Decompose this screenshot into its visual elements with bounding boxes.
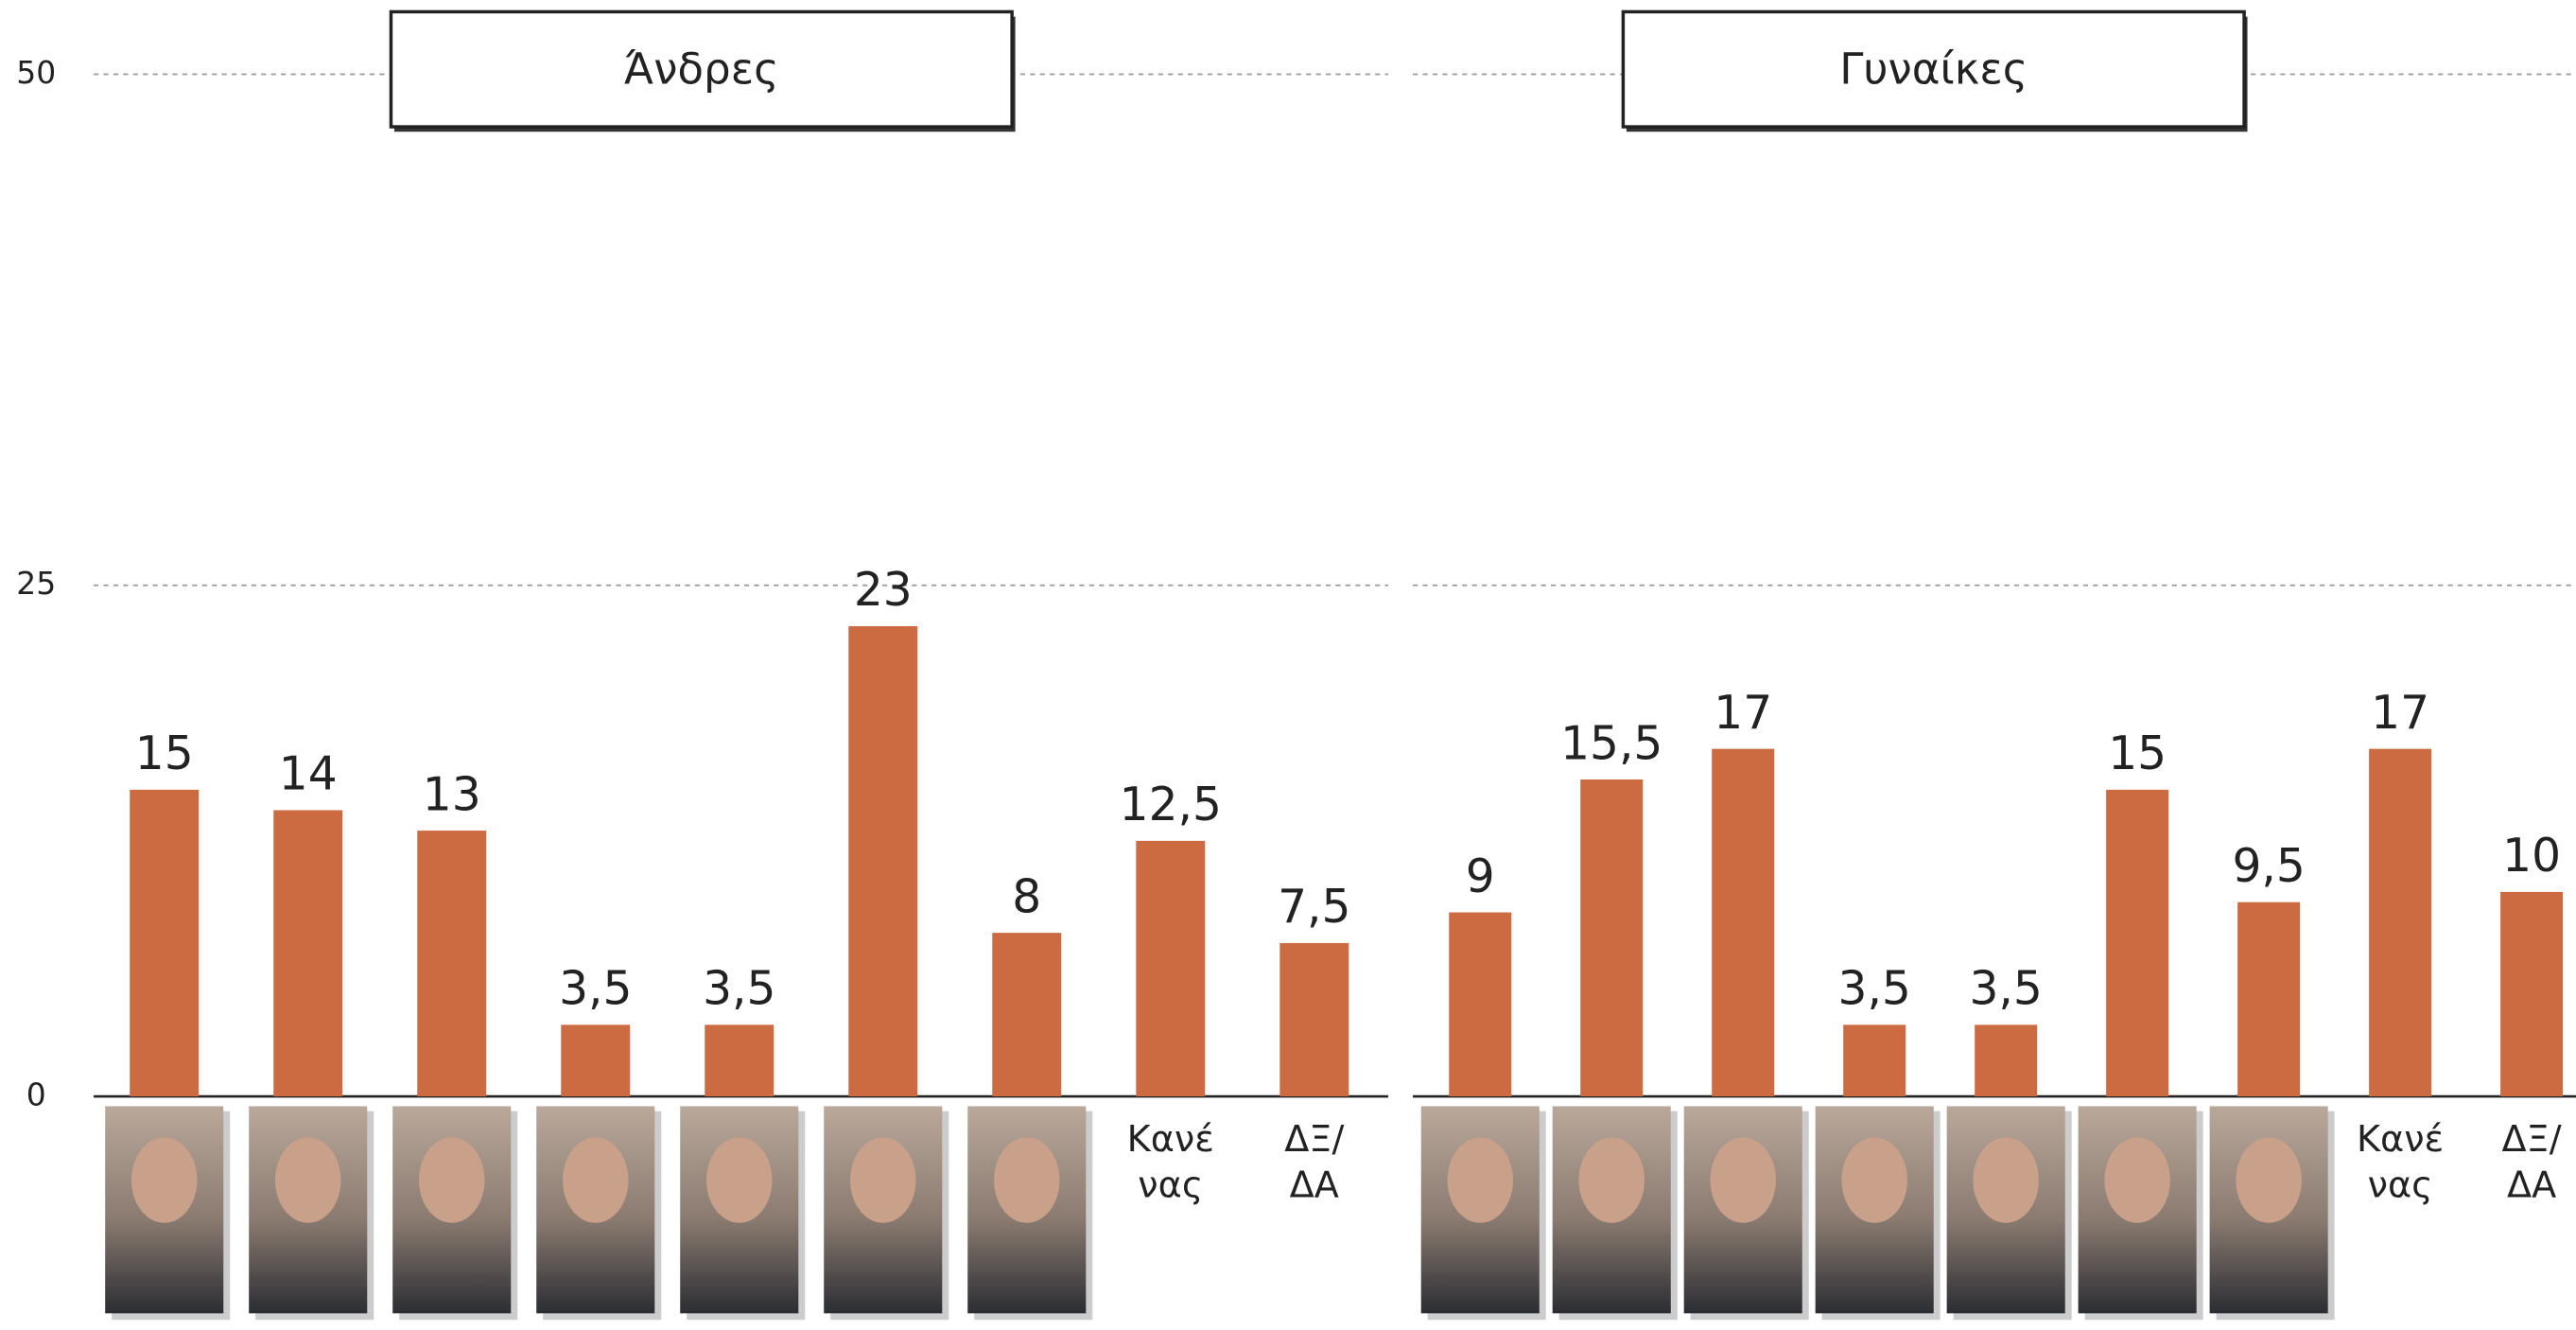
photo-face [1578,1137,1644,1222]
value-label: 10 [2502,830,2561,883]
photo-face [563,1137,628,1222]
photo-face [2104,1137,2169,1222]
value-label: 8 [1012,870,1041,923]
value-label: 7,5 [1278,881,1350,934]
photo-face [994,1137,1059,1222]
y-tick-label: 0 [26,1076,46,1113]
y-tick-label: 50 [16,54,56,91]
value-label: 15 [2108,727,2167,780]
photo-face [1710,1137,1775,1222]
bar [1580,779,1643,1096]
value-label: 14 [279,748,338,801]
value-label: 15,5 [1560,717,1662,770]
bar [1136,841,1205,1096]
photo-face [275,1137,340,1222]
photo-face [419,1137,484,1222]
value-label: 12,5 [1120,779,1222,831]
bar [992,933,1061,1096]
bar [561,1024,630,1096]
photo-face [131,1137,197,1222]
value-label: 3,5 [703,963,775,1016]
value-label: 3,5 [1838,963,1911,1016]
value-label: 9 [1466,850,1495,903]
bar [1279,943,1349,1096]
photo-face [2236,1137,2301,1222]
bar [130,790,199,1096]
bar [705,1024,774,1096]
photo-face [850,1137,915,1222]
value-label: 17 [2371,687,2429,740]
x-tick-label: ΔΞ/ΔΑ [1284,1118,1344,1206]
bar [1712,749,1774,1096]
bar [273,810,342,1096]
bar [2237,902,2300,1096]
bar [1449,913,1511,1097]
bar [1975,1024,2037,1096]
y-tick-label: 25 [16,565,56,602]
bar [1843,1024,1906,1096]
photo-face [1973,1137,2038,1222]
bar [2500,892,2563,1096]
page: 0 25 50 Άνδρες 15 14 13 3,5 3,5 23 8 12,5 Κανένας 7,5… [0,0,2576,1330]
bar [2106,790,2168,1096]
value-label: 15 [135,727,194,780]
value-label: 13 [423,768,481,821]
bar [848,626,917,1096]
value-label: 23 [854,564,913,617]
value-label: 17 [1714,687,1772,740]
value-label: 3,5 [559,963,632,1016]
photo-face [1841,1137,1906,1222]
bar [417,831,486,1096]
value-label: 9,5 [2232,840,2305,893]
photo-face [706,1137,772,1222]
bar [2369,749,2431,1096]
chart-title: Άνδρες [624,44,779,95]
value-label: 3,5 [1970,963,2043,1016]
photo-face [1448,1137,1513,1222]
x-tick-label: ΔΞ/ΔΑ [2502,1118,2562,1206]
chart-title: Γυναίκες [1839,44,2028,95]
